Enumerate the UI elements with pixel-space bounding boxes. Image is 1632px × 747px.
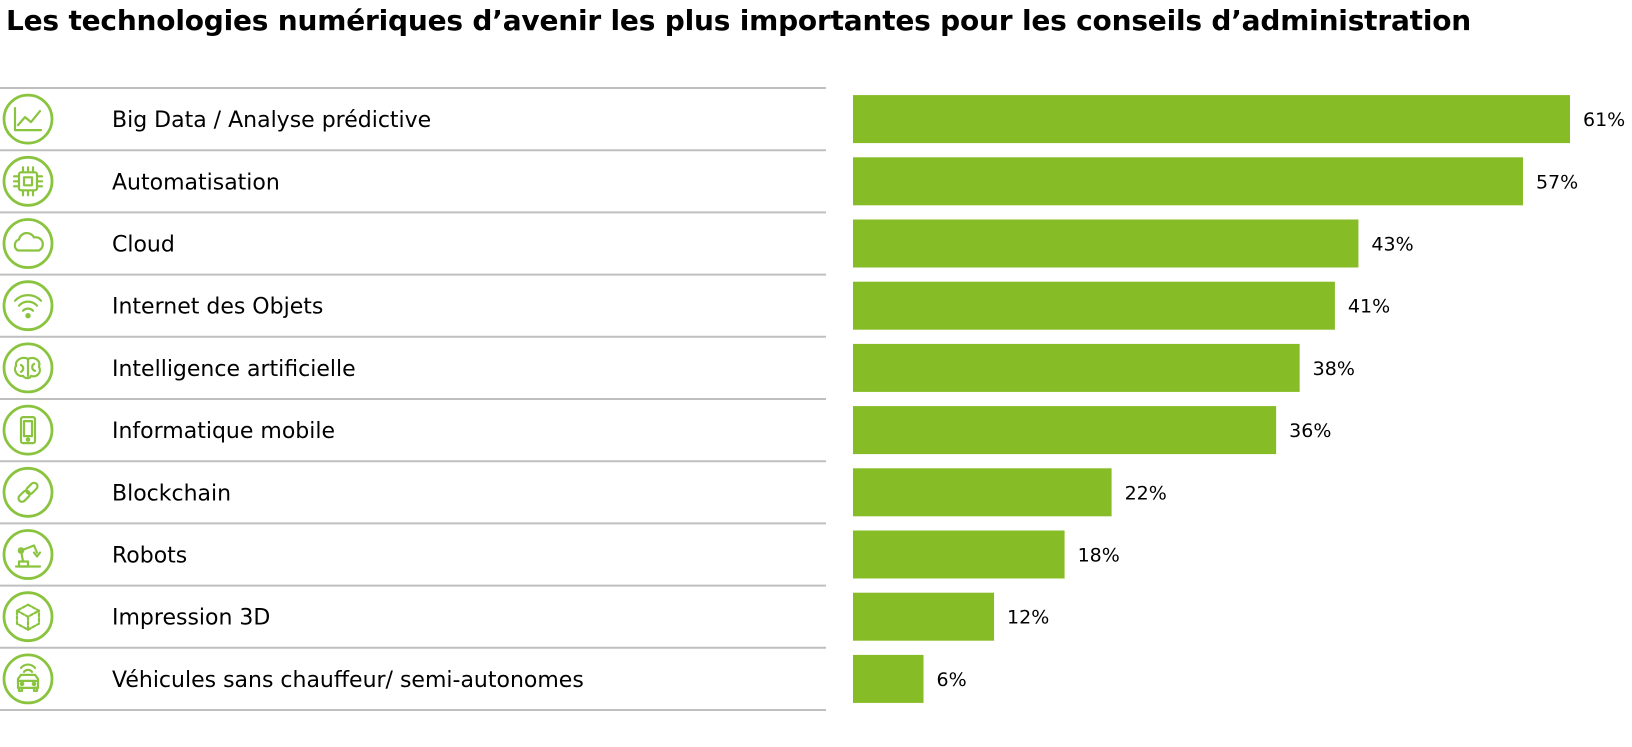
category-label: Robots bbox=[112, 544, 187, 569]
autonomous-car-icon bbox=[2, 653, 54, 705]
smartphone-icon bbox=[2, 404, 54, 456]
chain-link-icon bbox=[2, 466, 54, 518]
bar bbox=[853, 654, 924, 703]
category-label: Informatique mobile bbox=[112, 419, 335, 444]
value-label: 36% bbox=[1289, 420, 1331, 442]
bar bbox=[853, 157, 1523, 206]
value-label: 38% bbox=[1313, 358, 1355, 380]
bar bbox=[853, 530, 1065, 579]
category-label: Cloud bbox=[112, 233, 175, 258]
bar bbox=[853, 219, 1359, 268]
bar bbox=[853, 281, 1335, 330]
brain-icon bbox=[2, 342, 54, 394]
bar bbox=[853, 406, 1277, 455]
value-label: 61% bbox=[1583, 109, 1625, 131]
wifi-icon bbox=[2, 280, 54, 332]
category-label: Blockchain bbox=[112, 481, 231, 506]
category-label: Internet des Objets bbox=[112, 295, 323, 320]
value-label: 57% bbox=[1536, 171, 1578, 193]
bar bbox=[853, 468, 1112, 517]
value-label: 6% bbox=[937, 669, 967, 691]
chart-title: Les technologies numériques d’avenir les… bbox=[6, 4, 1472, 37]
value-label: 43% bbox=[1371, 234, 1413, 256]
category-label: Automatisation bbox=[112, 170, 280, 195]
value-label: 12% bbox=[1007, 607, 1049, 629]
category-label: Véhicules sans chauffeur/ semi-autonomes bbox=[112, 668, 584, 693]
bar bbox=[853, 592, 995, 641]
robot-arm-icon bbox=[2, 529, 54, 580]
bar bbox=[853, 343, 1300, 392]
cloud-icon bbox=[2, 218, 54, 269]
chip-icon bbox=[2, 155, 54, 207]
category-label: Intelligence artificielle bbox=[112, 357, 356, 382]
category-label: Big Data / Analyse prédictive bbox=[112, 108, 431, 133]
value-label: 18% bbox=[1078, 545, 1120, 567]
value-label: 22% bbox=[1125, 482, 1167, 504]
line-chart-icon bbox=[2, 93, 54, 145]
bar bbox=[853, 95, 1570, 144]
cube-icon bbox=[2, 591, 54, 643]
value-label: 41% bbox=[1348, 296, 1390, 318]
category-label: Impression 3D bbox=[112, 606, 270, 631]
